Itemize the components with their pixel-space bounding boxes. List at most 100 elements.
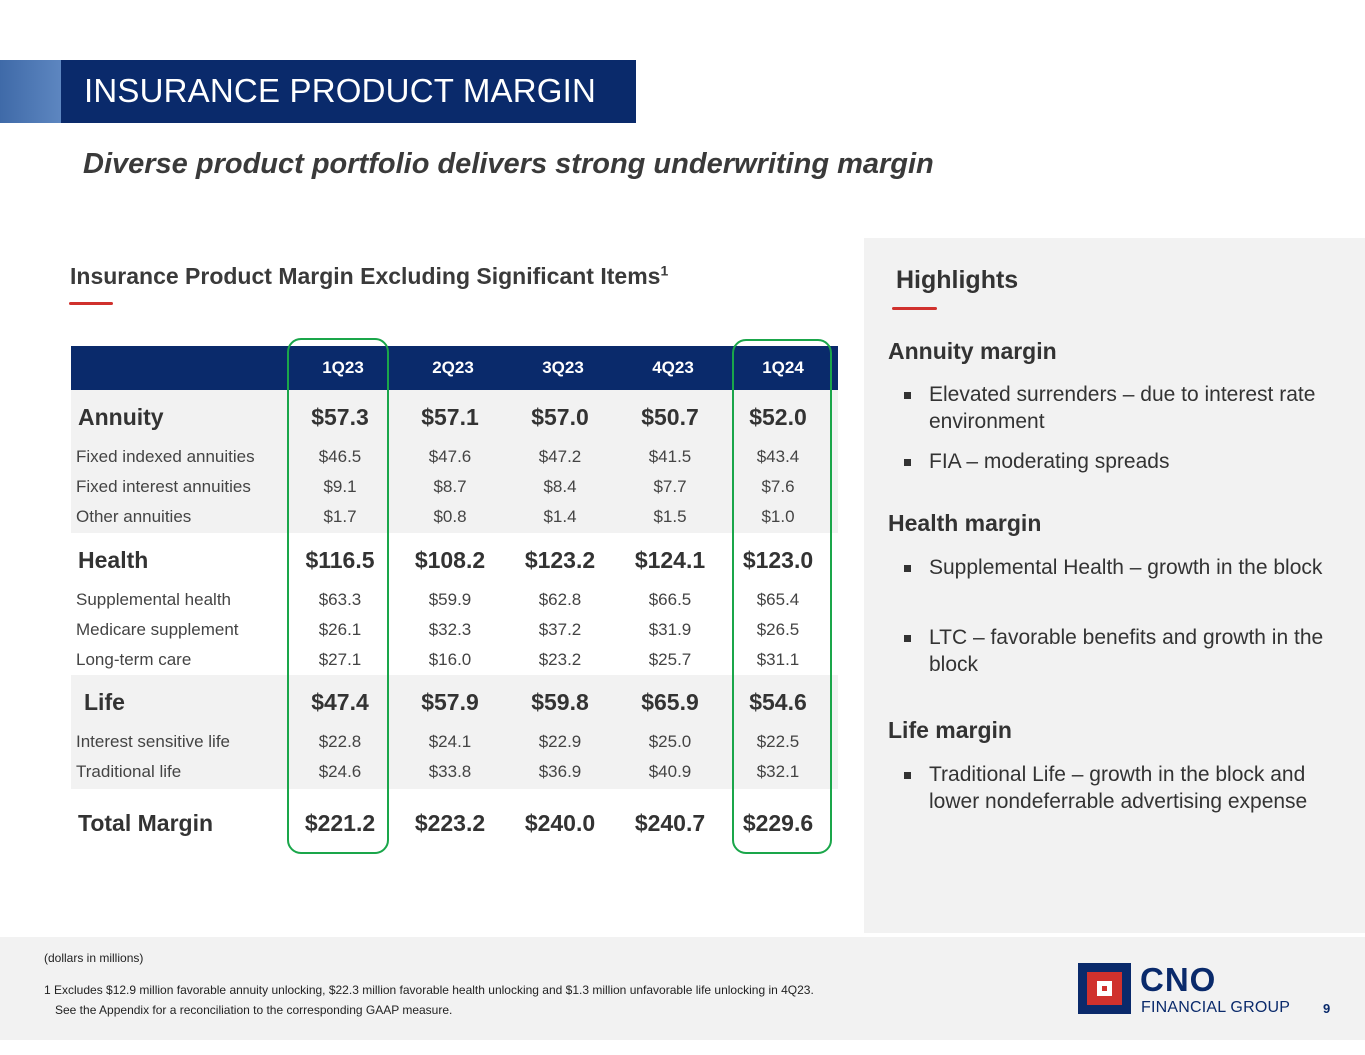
bullet-square-icon xyxy=(904,459,911,466)
footer xyxy=(0,937,1365,1040)
table-cell: $59.9 xyxy=(428,590,472,609)
table-cell: $22.9 xyxy=(538,732,582,751)
footnote-line-2: See the Appendix for a reconciliation to… xyxy=(55,1003,453,1017)
total-margin-label: Total Margin xyxy=(78,810,214,836)
footnote-line-1: 1 Excludes $12.9 million favorable annui… xyxy=(44,983,814,997)
health-margin-heading: Health margin xyxy=(888,510,1042,536)
row-label-supplemental-health: Supplemental health xyxy=(76,590,232,609)
col-header-1q23: 1Q23 xyxy=(322,358,364,377)
table-cell: $63.3 xyxy=(318,590,362,609)
life-total-4q23: $65.9 xyxy=(641,689,699,715)
row-label-fixed-indexed: Fixed indexed annuities xyxy=(76,447,255,466)
table-cell: $1.4 xyxy=(543,507,577,526)
title-accent-block xyxy=(0,60,61,123)
row-label-long-term-care: Long-term care xyxy=(76,650,192,669)
table-cell: $25.7 xyxy=(648,650,692,669)
table-cell: $26.1 xyxy=(318,620,362,639)
table-cell: $36.9 xyxy=(538,762,582,781)
table-cell: $23.2 xyxy=(538,650,582,669)
table-cell: $8.7 xyxy=(433,477,467,496)
table-cell: $31.9 xyxy=(648,620,692,639)
table-cell: $24.6 xyxy=(318,762,362,781)
bullet-item: LTC – favorable benefits and growth in t… xyxy=(904,624,1344,678)
life-label: Life xyxy=(84,689,125,715)
total-margin-3q23: $240.0 xyxy=(524,810,596,836)
total-margin-4q23: $240.7 xyxy=(634,810,706,836)
table-heading-text: Insurance Product Margin Excluding Signi… xyxy=(70,263,661,289)
table-cell: $1.7 xyxy=(323,507,357,526)
total-margin-1q23: $221.2 xyxy=(304,810,376,836)
highlights-panel xyxy=(864,238,1365,933)
table-cell: $40.9 xyxy=(648,762,692,781)
table-heading: Insurance Product Margin Excluding Signi… xyxy=(70,263,668,290)
table-cell: $0.8 xyxy=(433,507,467,526)
health-label: Health xyxy=(78,547,149,573)
annuity-total-2q23: $57.1 xyxy=(421,404,479,430)
health-total-4q23: $124.1 xyxy=(634,547,706,573)
table-cell: $41.5 xyxy=(648,447,692,466)
bullet-item: Elevated surrenders – due to interest ra… xyxy=(904,381,1344,435)
cno-logo-icon xyxy=(1078,963,1131,1014)
highlights-underline xyxy=(892,307,937,310)
table-cell: $22.5 xyxy=(756,732,800,751)
table-cell: $46.5 xyxy=(318,447,362,466)
page-number: 9 xyxy=(1323,1001,1331,1016)
highlight-oval-1q24 xyxy=(732,339,832,854)
table-cell: $24.1 xyxy=(428,732,472,751)
annuity-margin-heading: Annuity margin xyxy=(888,338,1057,364)
bullet-text: Elevated surrenders – due to interest ra… xyxy=(929,383,1316,433)
table-cell: $7.7 xyxy=(653,477,687,496)
table-heading-footnote-ref: 1 xyxy=(660,262,669,279)
annuity-total-1q23: $57.3 xyxy=(311,404,369,430)
row-label-interest-sensitive-life: Interest sensitive life xyxy=(76,732,231,751)
row-label-medicare-supplement: Medicare supplement xyxy=(76,620,239,639)
table-cell: $32.3 xyxy=(428,620,472,639)
table-cell: $1.0 xyxy=(761,507,795,526)
table-cell: $8.4 xyxy=(543,477,577,496)
table-cell: $27.1 xyxy=(318,650,362,669)
table-header-row: 1Q23 2Q23 3Q23 4Q23 1Q24 xyxy=(71,346,838,390)
table-cell: $9.1 xyxy=(323,477,357,496)
page-title: INSURANCE PRODUCT MARGIN xyxy=(84,72,597,109)
col-header-4q23: 4Q23 xyxy=(652,358,694,377)
annuity-total-3q23: $57.0 xyxy=(531,404,589,430)
table-cell: $26.5 xyxy=(756,620,800,639)
table-cell: $25.0 xyxy=(648,732,692,751)
row-label-fixed-interest: Fixed interest annuities xyxy=(76,477,251,496)
logo-white-square xyxy=(1097,981,1112,996)
table-cell: $32.1 xyxy=(756,762,800,781)
health-total-3q23: $123.2 xyxy=(524,547,596,573)
table-cell: $47.2 xyxy=(538,447,582,466)
table-cell: $22.8 xyxy=(318,732,362,751)
annuity-total-1q24: $52.0 xyxy=(749,404,807,430)
annuity-band xyxy=(71,390,838,533)
bullet-item: FIA – moderating spreads xyxy=(904,448,1344,475)
table-cell: $7.6 xyxy=(761,477,795,496)
col-header-1q24: 1Q24 xyxy=(762,358,804,377)
life-total-2q23: $57.9 xyxy=(421,689,479,715)
annuity-label: Annuity xyxy=(78,404,164,430)
row-label-traditional-life: Traditional life xyxy=(76,762,182,781)
life-total-3q23: $59.8 xyxy=(531,689,589,715)
bullet-item: Supplemental Health – growth in the bloc… xyxy=(904,554,1344,581)
table-cell: $31.1 xyxy=(756,650,800,669)
life-total-1q24: $54.6 xyxy=(749,689,807,715)
highlights-title: Highlights xyxy=(896,266,1019,294)
bullet-item: Traditional Life – growth in the block a… xyxy=(904,761,1344,815)
title-bar: INSURANCE PRODUCT MARGIN xyxy=(0,60,636,123)
col-header-3q23: 3Q23 xyxy=(542,358,584,377)
total-margin-1q24: $229.6 xyxy=(742,810,814,836)
annuity-total-4q23: $50.7 xyxy=(641,404,699,430)
highlight-oval-1q23 xyxy=(287,338,389,854)
life-total-1q23: $47.4 xyxy=(311,689,369,715)
bullet-square-icon xyxy=(904,392,911,399)
bullet-text: Traditional Life – growth in the block a… xyxy=(929,763,1308,813)
table-cell: $37.2 xyxy=(538,620,582,639)
table-cell: $65.4 xyxy=(756,590,800,609)
table-cell: $62.8 xyxy=(538,590,582,609)
bullet-text: LTC – favorable benefits and growth in t… xyxy=(929,626,1324,676)
table-heading-underline xyxy=(69,302,113,305)
units-note: (dollars in millions) xyxy=(44,951,144,965)
life-margin-heading: Life margin xyxy=(888,717,1012,743)
table-cell: $33.8 xyxy=(428,762,472,781)
